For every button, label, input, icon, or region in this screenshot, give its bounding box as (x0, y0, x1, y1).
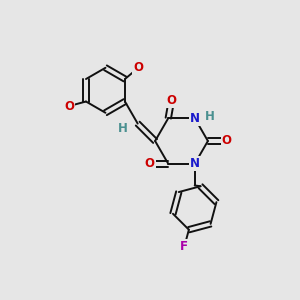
Text: N: N (190, 112, 200, 124)
Text: N: N (190, 158, 200, 170)
Text: O: O (133, 61, 143, 74)
Text: O: O (64, 100, 74, 112)
Text: O: O (221, 134, 232, 148)
Text: F: F (180, 240, 188, 253)
Text: O: O (145, 158, 155, 170)
Text: H: H (118, 122, 128, 135)
Text: H: H (205, 110, 214, 123)
Text: O: O (167, 94, 176, 107)
